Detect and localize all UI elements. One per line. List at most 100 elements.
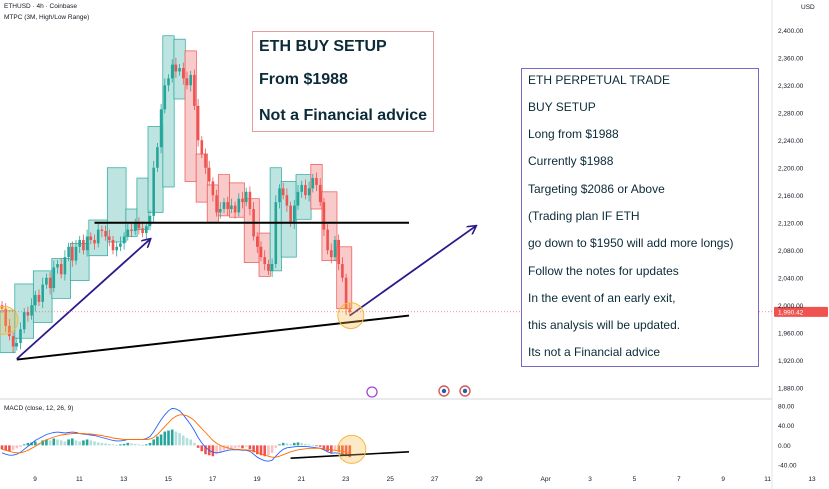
buy-setup-note[interactable]: ETH BUY SETUP From $1988 Not a Financial…: [252, 31, 434, 132]
candle-body: [211, 181, 215, 196]
time-axis-label: 13: [808, 476, 816, 483]
candle-body: [156, 147, 159, 168]
macd-histogram-bar: [130, 443, 133, 446]
macd-histogram-bar: [256, 445, 259, 455]
macd-tick-label: 40.00: [778, 423, 795, 430]
macd-histogram-bar: [22, 444, 26, 446]
macd-histogram-bar: [196, 445, 200, 448]
macd-histogram-bar: [248, 445, 252, 450]
macd-histogram-bar: [230, 445, 233, 449]
price-tick-label: 2,240.00: [778, 138, 804, 145]
candle-body: [259, 246, 263, 258]
macd-histogram-bar: [170, 429, 174, 446]
macd-histogram-bar: [159, 434, 163, 446]
macd-tick-label: 80.00: [778, 403, 795, 410]
indicator-label: MTPC (3M, High/Low Range): [4, 14, 90, 21]
candle-body: [196, 105, 200, 141]
macd-histogram-bar: [74, 440, 78, 446]
macd-histogram-bar: [274, 445, 278, 448]
candle-body: [326, 229, 329, 251]
price-tick-label: 2,160.00: [778, 193, 804, 200]
note2-line: Targeting $2086 or Above: [528, 182, 665, 196]
candle-body: [241, 198, 244, 203]
candle-body: [8, 325, 11, 337]
macd-histogram-bar: [315, 445, 318, 447]
candle-body: [71, 246, 74, 261]
candle-body: [34, 294, 37, 306]
candle-body: [15, 343, 19, 347]
candle-body: [59, 264, 63, 275]
candle-body: [244, 191, 248, 203]
candle-body: [11, 336, 15, 347]
macd-histogram-bar: [115, 444, 118, 446]
time-axis-label: 25: [387, 476, 395, 483]
candle-body: [278, 188, 281, 203]
macd-histogram-bar: [111, 444, 115, 446]
macd-histogram-bar: [341, 445, 344, 455]
price-tick-label: 2,400.00: [778, 28, 804, 35]
time-axis-label: 5: [633, 476, 637, 483]
candle-body: [263, 257, 266, 264]
currency-label: USD: [801, 4, 815, 11]
macd-histogram-bar: [296, 442, 300, 446]
time-axis-label: 27: [431, 476, 439, 483]
time-axis-label: 7: [677, 476, 681, 483]
macd-histogram-bar: [281, 442, 285, 446]
macd-histogram-bar: [318, 445, 322, 447]
time-axis-label: 23: [342, 476, 350, 483]
candle-body: [293, 205, 296, 223]
macd-histogram-bar: [178, 433, 181, 446]
note1-line: ETH BUY SETUP: [259, 38, 387, 55]
macd-histogram-bar: [289, 443, 292, 446]
candle-body: [233, 205, 237, 213]
trade-plan-note[interactable]: ETH PERPETUAL TRADE BUY SETUP Long from …: [521, 68, 759, 367]
price-tick-label: 1,880.00: [778, 385, 804, 392]
candle-body: [93, 239, 96, 244]
macd-trendline: [290, 450, 410, 459]
macd-histogram-bar: [0, 445, 4, 450]
macd-indicator-label: MACD (close, 12, 26, 9): [4, 405, 74, 412]
candle-body: [193, 74, 196, 106]
candle-body: [222, 202, 226, 209]
candle-body: [96, 229, 100, 244]
candle-body: [300, 184, 303, 192]
candle-body: [315, 178, 318, 185]
candle-body: [182, 68, 185, 79]
candle-body: [289, 205, 292, 223]
macd-histogram-bar: [34, 441, 37, 446]
projection-arrow: [16, 239, 150, 360]
candle-body: [322, 202, 326, 230]
macd-histogram-bar: [63, 441, 67, 446]
price-tick-label: 1,920.00: [778, 358, 804, 365]
candle-body: [170, 64, 174, 79]
macd-histogram-bar: [11, 445, 15, 451]
candle-body: [285, 195, 289, 206]
time-axis-label: 13: [120, 476, 128, 483]
macd-histogram-bar: [348, 445, 352, 458]
macd-histogram-bar: [300, 442, 303, 446]
macd-histogram-bar: [59, 440, 63, 446]
candle-body: [330, 250, 333, 258]
macd-histogram-bar: [52, 438, 56, 446]
candle-body: [152, 167, 155, 216]
candle-body: [274, 202, 278, 264]
time-axis-label: 9: [721, 476, 725, 483]
note2-line: BUY SETUP: [528, 100, 596, 114]
macd-histogram-bar: [211, 445, 215, 457]
macd-histogram-bar: [148, 442, 152, 446]
highlight-circle: [0, 305, 19, 335]
candle-body: [104, 231, 107, 237]
price-tick-label: 2,040.00: [778, 275, 804, 282]
macd-histogram-bar: [322, 445, 326, 450]
candle-body: [344, 277, 348, 309]
macd-histogram-bar: [267, 445, 270, 456]
price-tick-label: 2,080.00: [778, 248, 804, 255]
note1-line: From $1988: [259, 71, 348, 88]
candle-body: [126, 229, 130, 237]
macd-histogram-bar: [67, 439, 70, 446]
macd-histogram-bar: [174, 431, 178, 446]
price-tick-label: 2,000.00: [778, 303, 804, 310]
macd-histogram-bar: [244, 445, 248, 447]
note2-line: Its not a Financial advice: [528, 345, 661, 359]
macd-histogram-bar: [48, 440, 52, 446]
